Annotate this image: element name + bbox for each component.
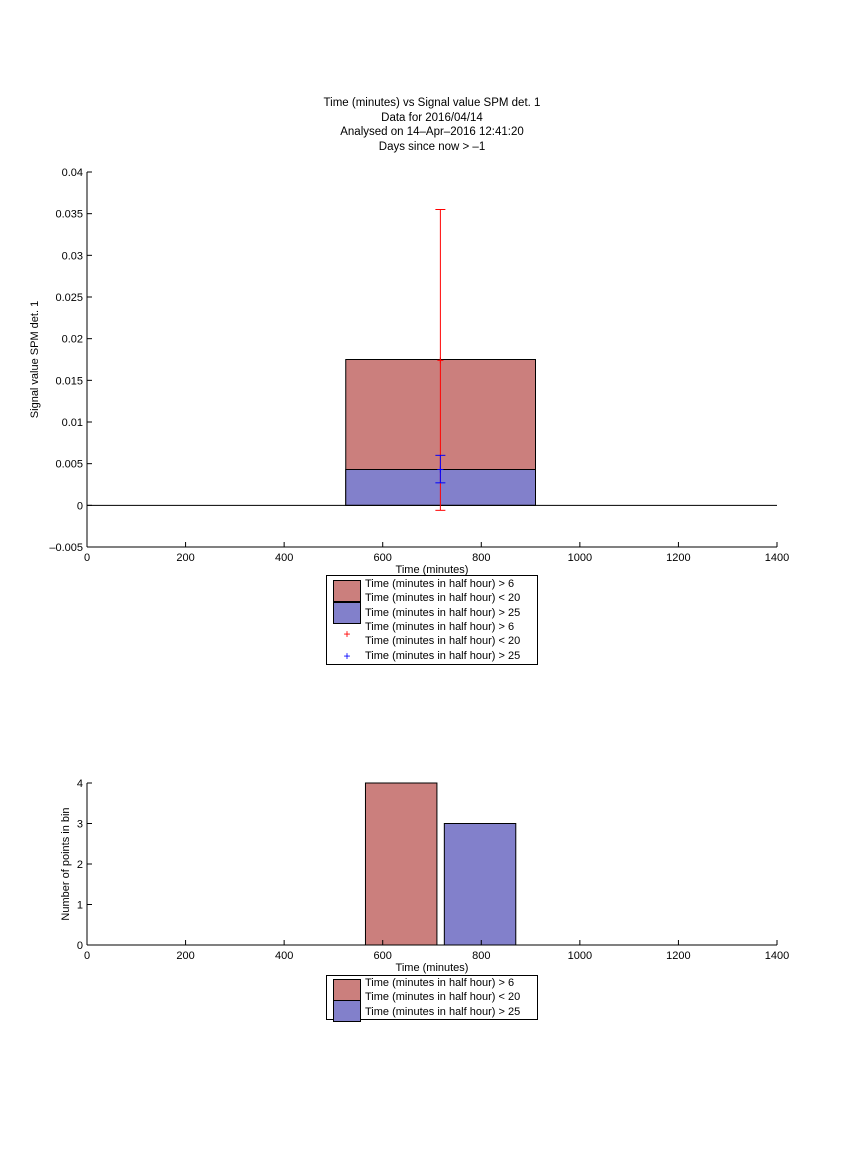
chart1-x-tick-label: 1000 [568, 552, 592, 564]
legend-top: Time (minutes in half hour) > 6 Time (mi… [326, 575, 538, 665]
legend-bottom-entry1-line1: Time (minutes in half hour) > 6 [365, 977, 515, 989]
legend-swatch-blue [333, 602, 361, 624]
legend-bottom-swatch-blue [333, 1000, 361, 1022]
chart1-y-tick-label: 0.03 [62, 250, 83, 262]
chart2-bar-2 [443, 823, 517, 946]
chart2-x-tick-label: 600 [374, 950, 392, 962]
chart2-x-tick-label: 0 [84, 950, 90, 962]
chart1-y-tick-label: 0.005 [55, 459, 83, 471]
chart2-x-axis-label: Time (minutes) [396, 962, 469, 974]
chart1-x-tick-label: 400 [275, 552, 293, 564]
legend-bottom: Time (minutes in half hour) > 6 Time (mi… [326, 975, 538, 1022]
chart1-x-axis-label: Time (minutes) [396, 564, 469, 576]
chart-subtitle-days: Days since now > –1 [378, 140, 486, 153]
chart2-x-tick-label: 1200 [666, 950, 690, 962]
chart2-y-tick-label: 1 [77, 900, 83, 912]
chart1-x-tick-label: 1400 [765, 552, 789, 564]
legend-bottom-swatch-red [333, 979, 361, 1001]
legend-marker-blue: + [343, 649, 351, 663]
chart1-x-tick-label: 0 [84, 552, 90, 564]
chart1-x-tick-label: 800 [472, 552, 490, 564]
chart2-x-tick-label: 800 [472, 950, 490, 962]
chart1-y-tick-label: 0 [77, 500, 83, 512]
chart2-bar-1 [364, 782, 438, 946]
legend-marker-red: + [343, 627, 351, 641]
chart2-x-tick-label: 1000 [568, 950, 592, 962]
chart-title: Time (minutes) vs Signal value SPM det. … [323, 97, 541, 109]
chart2-y-axis-label: Number of points in bin [60, 807, 72, 920]
legend-swatch-red [333, 580, 361, 602]
chart2-y-tick-label: 4 [77, 778, 83, 790]
legend-top-entry2: Time (minutes in half hour) > 25 [365, 607, 521, 619]
legend-bottom-entry2: Time (minutes in half hour) > 25 [365, 1006, 521, 1018]
legend-top-entry4: Time (minutes in half hour) > 25 [365, 650, 521, 662]
chart1-y-tick-label: 0.02 [62, 334, 83, 346]
chart1-x-tick-label: 200 [176, 552, 194, 564]
chart1-y-tick-label: 0.035 [55, 209, 83, 221]
chart1-y-tick-label: 0.01 [62, 417, 83, 429]
chart-title-block: Time (minutes) vs Signal value SPM det. … [0, 96, 864, 154]
chart1-y-tick-label: 0.025 [55, 292, 83, 304]
chart1-x-tick-label: 600 [374, 552, 392, 564]
chart2-y-tick-label: 3 [77, 819, 83, 831]
legend-top-entry3-line1: Time (minutes in half hour) > 6 [365, 621, 515, 633]
legend-top-entry3-line2: Time (minutes in half hour) < 20 [365, 635, 521, 647]
chart1-y-axis-label: Signal value SPM det. 1 [29, 301, 41, 418]
chart2-y-tick-label: 0 [77, 940, 83, 952]
chart-subtitle-date: Data for 2016/04/14 [381, 111, 483, 124]
legend-bottom-entry1-line2: Time (minutes in half hour) < 20 [365, 991, 521, 1003]
chart-subtitle-analysed: Analysed on 14–Apr–2016 12:41:20 [340, 126, 524, 139]
legend-top-entry1-line2: Time (minutes in half hour) < 20 [365, 592, 521, 604]
chart1-x-tick-label: 1200 [666, 552, 690, 564]
chart2-x-tick-label: 1400 [765, 950, 789, 962]
chart2-x-tick-label: 200 [176, 950, 194, 962]
legend-top-entry1-line1: Time (minutes in half hour) > 6 [365, 578, 515, 590]
chart1-y-tick-label: –0.005 [49, 542, 83, 554]
chart1-y-tick-label: 0.04 [62, 167, 83, 179]
chart2-x-tick-label: 400 [275, 950, 293, 962]
chart2-y-tick-label: 2 [77, 859, 83, 871]
chart1-y-tick-label: 0.015 [55, 375, 83, 387]
